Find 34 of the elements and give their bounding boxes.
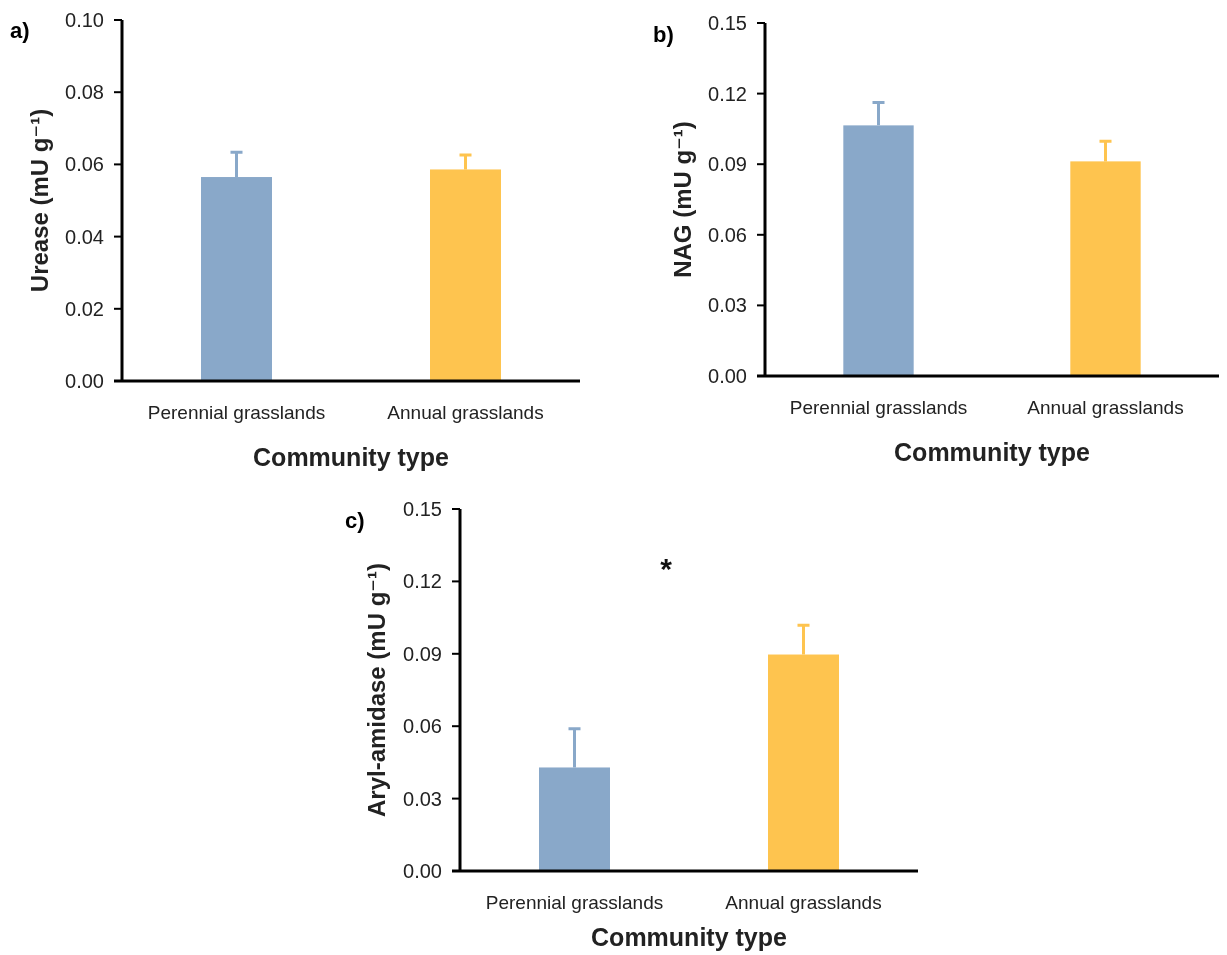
x-tick-label: Perennial grasslands — [485, 892, 664, 913]
y-axis-title: Urease (mU g⁻¹) — [26, 108, 54, 293]
y-tick-label: 0.03 — [403, 787, 442, 810]
y-tick-label: 0.10 — [65, 9, 104, 31]
y-tick-label: 0.02 — [65, 297, 104, 320]
y-tick-label: 0.00 — [65, 370, 104, 392]
x-axis-title: Community type — [894, 438, 1091, 466]
x-tick-label: Annual grasslands — [387, 402, 544, 423]
x-tick-label: Perennial grasslands — [789, 397, 968, 418]
x-tick-label: Annual grasslands — [1027, 397, 1184, 418]
x-axis-title: Community type — [591, 923, 788, 951]
y-tick-label: 0.12 — [403, 570, 442, 593]
y-tick-label: 0.08 — [65, 81, 104, 104]
y-tick-label: 0.09 — [403, 642, 442, 665]
y-tick-label: 0.06 — [708, 223, 747, 246]
y-tick-label: 0.00 — [403, 860, 442, 882]
y-tick-label: 0.15 — [708, 12, 747, 34]
y-tick-label: 0.15 — [403, 498, 442, 520]
x-tick-label: Annual grasslands — [725, 892, 882, 913]
y-tick-label: 0.04 — [65, 225, 104, 248]
y-axis-title: Aryl-amidase (mU g⁻¹) — [363, 562, 391, 818]
y-tick-label: 0.06 — [65, 153, 104, 176]
y-tick-label: 0.03 — [708, 294, 747, 317]
y-tick-label: 0.09 — [708, 153, 747, 176]
annotation: * — [660, 552, 673, 585]
chart-title: a) — [10, 18, 30, 43]
chart-title: b) — [653, 22, 674, 47]
x-tick-label: Perennial grasslands — [147, 402, 326, 423]
chart-title: c) — [345, 508, 365, 533]
y-axis-title: NAG (mU g⁻¹) — [669, 121, 697, 278]
y-tick-label: 0.12 — [708, 82, 747, 105]
y-tick-label: 0.00 — [708, 365, 747, 387]
y-tick-label: 0.06 — [403, 715, 442, 738]
x-axis-title: Community type — [253, 443, 450, 471]
